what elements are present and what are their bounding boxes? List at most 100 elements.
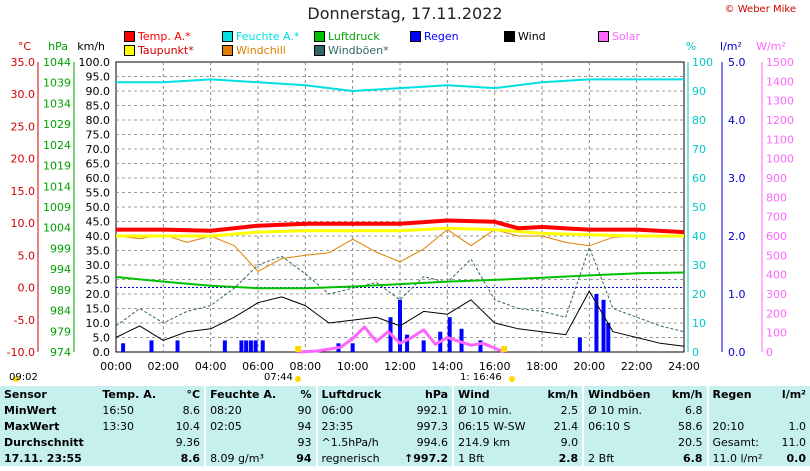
stats-cell-desc: 13:30 bbox=[102, 419, 135, 433]
rain-bar bbox=[350, 343, 355, 352]
temp-tick-label: -5.0 bbox=[14, 314, 35, 327]
rain-bar bbox=[149, 340, 154, 352]
temp-tick-label: 30.0 bbox=[11, 88, 36, 101]
rain-bar bbox=[478, 340, 483, 352]
rain-bar bbox=[239, 340, 244, 352]
solar-tick-label: 300 bbox=[766, 288, 787, 301]
hdr-pressure: Luftdruck bbox=[321, 387, 382, 401]
rain-bar bbox=[244, 340, 249, 352]
rain-bar bbox=[447, 317, 452, 352]
sun-icon bbox=[13, 376, 19, 382]
stats-cell-value: 2.5 bbox=[538, 402, 585, 418]
rain-bar bbox=[606, 323, 611, 352]
stats-cell-desc: 8.09 g/m³ bbox=[210, 451, 264, 465]
humidity-tick-label: 40 bbox=[692, 230, 706, 243]
stats-cell-desc: regnerisch bbox=[321, 451, 380, 465]
legend-item: Luftdruck bbox=[314, 30, 380, 43]
wind-tick-label: 55.0 bbox=[86, 187, 111, 200]
stats-cell-desc bbox=[583, 434, 663, 450]
wind-tick-label: 30.0 bbox=[86, 259, 111, 272]
solar-tick-label: 200 bbox=[766, 307, 787, 320]
wind-tick-label: 95.0 bbox=[86, 71, 111, 84]
axis-unit-humidity: % bbox=[686, 40, 696, 53]
hdr-gust: Windböen bbox=[588, 387, 651, 401]
stats-cell-value: 2.8 bbox=[538, 450, 585, 466]
stats-cell-desc: 23:35 bbox=[321, 419, 354, 433]
stats-cell-desc bbox=[708, 402, 774, 418]
legend-label: Windchill bbox=[236, 44, 286, 57]
wind-tick-label: 80.0 bbox=[86, 114, 111, 127]
rain-bar bbox=[577, 337, 582, 352]
wind-tick-label: 40.0 bbox=[86, 230, 111, 243]
x-tick-label: 24:00 bbox=[668, 360, 700, 373]
hdr-pressure-unit: hPa bbox=[393, 386, 455, 402]
legend-label: Regen bbox=[424, 30, 459, 43]
stats-cell-desc: 11.0 l/m² bbox=[712, 451, 763, 465]
rain-tick-label: 4.0 bbox=[728, 114, 746, 127]
stats-table: Sensor Temp. A. °C Feuchte A. % Luftdruc… bbox=[0, 386, 810, 466]
pressure-tick-label: 1014 bbox=[43, 180, 71, 193]
temp-tick-label: 5.0 bbox=[18, 249, 36, 262]
legend-swatch bbox=[314, 31, 325, 42]
stats-cell-desc: Gesamt: bbox=[712, 435, 760, 449]
stats-row: MinWert 16:50 8.6 08:20 90 06:00 992.1 Ø 10 min… bbox=[0, 402, 810, 418]
wind-tick-label: 20.0 bbox=[86, 288, 111, 301]
wind-tick-label: 50.0 bbox=[86, 201, 111, 214]
temp-tick-label: -10.0 bbox=[7, 346, 35, 359]
solar-tick-label: 600 bbox=[766, 230, 787, 243]
legend-swatch bbox=[598, 31, 609, 42]
rain-bar bbox=[405, 334, 410, 352]
rain-bar bbox=[260, 340, 265, 352]
hdr-rain: Regen bbox=[712, 387, 752, 401]
legend-item: Regen bbox=[410, 30, 459, 43]
wind-tick-label: 65.0 bbox=[86, 158, 111, 171]
stats-cell-value: 997.3 bbox=[393, 418, 455, 434]
humidity-tick-label: 10 bbox=[692, 317, 706, 330]
series-line-windben bbox=[115, 247, 685, 333]
hdr-sensor: Sensor bbox=[4, 387, 47, 401]
wind-tick-label: 45.0 bbox=[86, 216, 111, 229]
x-tick-label: 06:00 bbox=[242, 360, 274, 373]
legend-swatch bbox=[124, 31, 135, 42]
humidity-tick-label: 100 bbox=[692, 56, 713, 69]
pressure-tick-label: 984 bbox=[50, 305, 71, 318]
pressure-tick-label: 1024 bbox=[43, 139, 71, 152]
rain-tick-label: 1.0 bbox=[728, 288, 746, 301]
humidity-tick-label: 70 bbox=[692, 143, 706, 156]
stats-cell-desc: 02:05 bbox=[210, 419, 242, 433]
wind-tick-label: 75.0 bbox=[86, 129, 111, 142]
sun-icon bbox=[295, 376, 301, 382]
humidity-tick-label: 50 bbox=[692, 201, 706, 214]
x-tick-label: 12:00 bbox=[384, 360, 416, 373]
legend-swatch bbox=[222, 45, 233, 56]
rain-bar bbox=[121, 343, 126, 352]
pressure-tick-label: 1019 bbox=[43, 160, 71, 173]
hdr-wind-unit: km/h bbox=[538, 386, 585, 402]
copyright: © Weber Mike bbox=[724, 4, 796, 15]
x-tick-label: 16:00 bbox=[479, 360, 511, 373]
pressure-tick-label: 974 bbox=[50, 346, 71, 359]
series-line-solar bbox=[298, 325, 505, 354]
series-line-wind bbox=[115, 290, 685, 347]
legend-item: Windböen* bbox=[314, 44, 389, 57]
wind-tick-label: 60.0 bbox=[86, 172, 111, 185]
stats-cell-desc: 06:10 S bbox=[588, 419, 631, 433]
humidity-tick-label: 60 bbox=[692, 172, 706, 185]
stats-cell-value: 20.5 bbox=[663, 434, 709, 450]
axis-unit-solar: W/m² bbox=[756, 40, 786, 53]
solar-tick-label: 1300 bbox=[766, 95, 794, 108]
solar-tick-label: 1400 bbox=[766, 75, 794, 88]
legend-item: Feuchte A.* bbox=[222, 30, 299, 43]
solar-tick-label: 1200 bbox=[766, 114, 794, 127]
stats-cell-value: 21.4 bbox=[538, 418, 585, 434]
solar-tick-label: 800 bbox=[766, 191, 787, 204]
wind-tick-label: 10.0 bbox=[86, 317, 111, 330]
stats-cell-desc: ^1.5hPa/h bbox=[321, 435, 379, 449]
stats-header-row: Sensor Temp. A. °C Feuchte A. % Luftdruc… bbox=[0, 386, 810, 402]
stats-cell-desc: 06:00 bbox=[321, 403, 354, 417]
legend-label: Feuchte A.* bbox=[236, 30, 300, 43]
x-tick-label: 08:00 bbox=[289, 360, 321, 373]
legend-label: Taupunkt* bbox=[138, 44, 194, 57]
x-tick-label: 14:00 bbox=[431, 360, 463, 373]
legend-label: Temp. A.* bbox=[138, 30, 191, 43]
